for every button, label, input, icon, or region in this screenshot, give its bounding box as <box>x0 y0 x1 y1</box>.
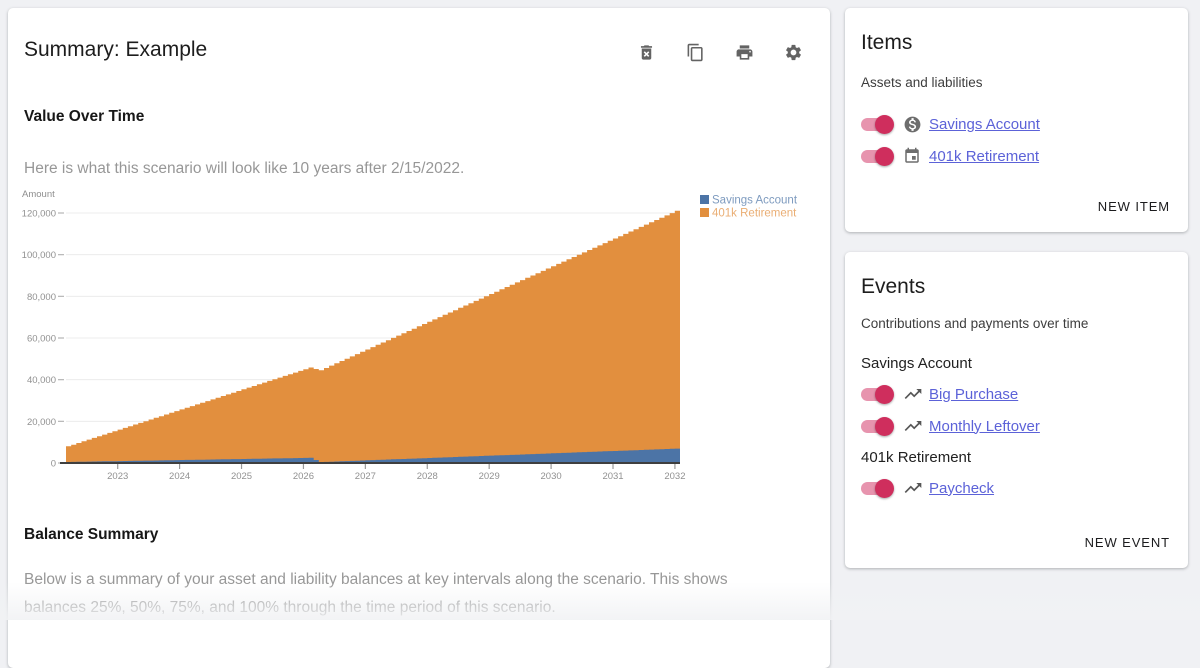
svg-text:20,000: 20,000 <box>27 417 56 428</box>
event-group-label: Savings Account <box>861 348 1176 378</box>
copy-button[interactable] <box>685 43 705 63</box>
trending-up-icon-wrap <box>903 478 929 498</box>
list-item: Monthly Leftover <box>861 410 1176 442</box>
calendar-icon <box>903 147 921 165</box>
list-item: Big Purchase <box>861 378 1176 410</box>
calendar-icon-wrap <box>903 147 929 165</box>
printer-icon <box>735 43 754 62</box>
event-link[interactable]: Monthly Leftover <box>929 418 1040 435</box>
gear-icon <box>784 43 803 62</box>
svg-text:2031: 2031 <box>602 471 623 482</box>
list-item: Paycheck <box>861 472 1176 504</box>
value-over-time-heading: Value Over Time <box>24 108 144 126</box>
items-card: Items Assets and liabilities Savings Acc… <box>845 8 1188 232</box>
items-subtitle: Assets and liabilities <box>861 75 983 90</box>
value-over-time-description: Here is what this scenario will look lik… <box>24 155 464 183</box>
toggle-switch[interactable] <box>861 114 894 134</box>
events-title: Events <box>861 275 925 299</box>
new-event-button[interactable]: NEW EVENT <box>1081 529 1174 556</box>
trending-up-icon <box>903 478 923 498</box>
svg-text:80,000: 80,000 <box>27 292 56 303</box>
trash-x-icon <box>637 43 656 62</box>
toggle-switch[interactable] <box>861 146 894 166</box>
svg-text:60,000: 60,000 <box>27 334 56 345</box>
toggle-thumb <box>875 479 894 498</box>
svg-text:100,000: 100,000 <box>22 250 56 261</box>
svg-text:2029: 2029 <box>479 471 500 482</box>
svg-text:2030: 2030 <box>541 471 562 482</box>
item-link[interactable]: 401k Retirement <box>929 148 1039 165</box>
toolbar <box>636 43 803 63</box>
trending-up-icon <box>903 384 923 404</box>
toggle-thumb <box>875 115 894 134</box>
balance-summary-description: Below is a summary of your asset and lia… <box>24 566 769 622</box>
event-link[interactable]: Big Purchase <box>929 386 1018 403</box>
items-title: Items <box>861 31 912 55</box>
dollar-circle-icon-wrap <box>903 115 929 134</box>
toggle-thumb <box>875 417 894 436</box>
list-item: Savings Account <box>861 108 1176 140</box>
svg-text:2027: 2027 <box>355 471 376 482</box>
svg-text:2028: 2028 <box>417 471 438 482</box>
print-button[interactable] <box>734 43 754 63</box>
svg-text:Amount: Amount <box>22 189 55 200</box>
new-item-button[interactable]: NEW ITEM <box>1094 193 1174 220</box>
svg-text:2026: 2026 <box>293 471 314 482</box>
settings-button[interactable] <box>783 43 803 63</box>
toggle-thumb <box>875 385 894 404</box>
trending-up-icon-wrap <box>903 384 929 404</box>
items-list: Savings Account 401k Retirement <box>861 108 1176 172</box>
item-link[interactable]: Savings Account <box>929 116 1040 133</box>
trending-up-icon <box>903 416 923 436</box>
events-list: Savings Account Big Purchase Monthly Lefto… <box>861 348 1176 504</box>
svg-text:0: 0 <box>51 459 56 470</box>
toggle-switch[interactable] <box>861 416 894 436</box>
svg-text:401k Retirement: 401k Retirement <box>712 208 797 220</box>
event-link[interactable]: Paycheck <box>929 480 994 497</box>
balance-summary-heading: Balance Summary <box>24 526 158 544</box>
events-subtitle: Contributions and payments over time <box>861 316 1088 331</box>
summary-card: Summary: Example Value Over Time Here is… <box>8 8 830 668</box>
svg-text:40,000: 40,000 <box>27 375 56 386</box>
svg-text:2025: 2025 <box>231 471 252 482</box>
svg-text:Savings Account: Savings Account <box>712 195 798 207</box>
delete-button[interactable] <box>636 43 656 63</box>
svg-text:2023: 2023 <box>107 471 128 482</box>
event-group-label: 401k Retirement <box>861 442 1176 472</box>
svg-text:120,000: 120,000 <box>22 209 56 220</box>
list-item: 401k Retirement <box>861 140 1176 172</box>
toggle-switch[interactable] <box>861 478 894 498</box>
events-card: Events Contributions and payments over t… <box>845 252 1188 568</box>
toggle-thumb <box>875 147 894 166</box>
svg-text:2024: 2024 <box>169 471 190 482</box>
dollar-circle-icon <box>903 115 922 134</box>
trending-up-icon-wrap <box>903 416 929 436</box>
copy-icon <box>686 43 705 62</box>
page-title: Summary: Example <box>24 38 207 62</box>
value-over-time-chart: 0 20,000 40,000 60,000 80,000 100,000 120,000 A… <box>20 186 820 486</box>
toggle-switch[interactable] <box>861 384 894 404</box>
svg-text:2032: 2032 <box>664 471 685 482</box>
